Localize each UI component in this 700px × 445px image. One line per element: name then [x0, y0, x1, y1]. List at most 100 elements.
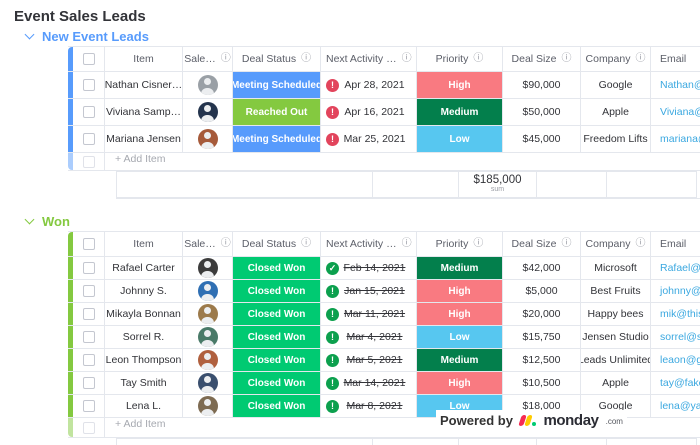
email-link[interactable]: leaon@g [660, 354, 700, 366]
status-chip[interactable]: Closed Won [233, 280, 320, 302]
deal-size-cell[interactable]: $50,000 [503, 99, 581, 125]
column-header-priority[interactable]: Priority ⓘ [417, 47, 503, 71]
email-link[interactable]: lena@ya [660, 400, 700, 412]
status-chip[interactable]: Closed Won [233, 349, 320, 371]
column-header-next[interactable]: Next Activity … ⓘ [321, 47, 417, 71]
priority-chip[interactable]: High [417, 280, 502, 302]
item-name-cell[interactable]: Mikayla Bonnan [105, 303, 183, 325]
company-cell[interactable]: Best Fruits [581, 280, 651, 302]
info-icon[interactable]: ⓘ [220, 53, 231, 64]
info-icon[interactable]: ⓘ [220, 238, 231, 249]
item-name-cell[interactable]: Sorrel R. [105, 326, 183, 348]
column-header-status[interactable]: Deal Status ⓘ [233, 47, 321, 71]
status-chip[interactable]: Closed Won [233, 257, 320, 279]
alert-icon[interactable]: ! [326, 376, 339, 390]
alert-icon[interactable]: ! [326, 330, 339, 344]
deal-size-cell[interactable]: $10,500 [503, 372, 581, 394]
person-avatar[interactable] [197, 102, 218, 122]
chevron-down-icon[interactable] [24, 214, 35, 224]
item-name-cell[interactable]: Rafael Carter [105, 257, 183, 279]
status-chip[interactable]: Reached Out [233, 99, 320, 125]
alert-icon[interactable]: ! [326, 78, 339, 92]
column-header-sales[interactable]: Sale… ⓘ [183, 47, 233, 71]
due-date[interactable]: Apr 16, 2021 [344, 106, 405, 118]
alert-icon[interactable]: ! [326, 132, 339, 146]
info-icon[interactable]: ⓘ [401, 238, 412, 249]
deal-size-cell[interactable]: $20,000 [503, 303, 581, 325]
company-cell[interactable]: Apple [581, 372, 651, 394]
row-checkbox[interactable] [82, 133, 95, 145]
status-chip[interactable]: Closed Won [233, 372, 320, 394]
column-header-item[interactable]: Item [105, 47, 183, 71]
company-cell[interactable]: Happy bees [581, 303, 651, 325]
person-avatar[interactable] [197, 129, 218, 149]
row-checkbox[interactable] [82, 331, 95, 343]
alert-icon[interactable]: ! [326, 105, 339, 119]
column-header-email[interactable]: Email [651, 232, 700, 256]
column-header-priority[interactable]: Priority ⓘ [417, 232, 503, 256]
item-name-cell[interactable]: Viviana Samp… [105, 99, 183, 125]
info-icon[interactable]: ⓘ [401, 53, 412, 64]
due-date[interactable]: Mar 4, 2021 [346, 331, 403, 343]
chevron-down-icon[interactable] [24, 29, 35, 39]
deal-size-cell[interactable]: $15,750 [503, 326, 581, 348]
row-checkbox[interactable] [82, 308, 95, 320]
group-name[interactable]: Won [42, 213, 70, 229]
row-checkbox[interactable] [82, 285, 95, 297]
status-chip[interactable]: Closed Won [233, 326, 320, 348]
due-date[interactable]: Mar 5, 2021 [346, 354, 403, 366]
info-icon[interactable]: ⓘ [635, 238, 646, 249]
row-checkbox[interactable] [82, 262, 95, 274]
column-header-email[interactable]: Email [651, 47, 700, 71]
due-date[interactable]: Feb 14, 2021 [343, 262, 406, 274]
status-chip[interactable]: Closed Won [233, 303, 320, 325]
status-chip[interactable]: Closed Won [233, 395, 320, 417]
info-icon[interactable]: ⓘ [301, 53, 312, 64]
deal-size-cell[interactable]: $18,000 [503, 395, 581, 417]
priority-chip[interactable]: Medium [417, 349, 502, 371]
info-icon[interactable]: ⓘ [635, 53, 646, 64]
info-icon[interactable]: ⓘ [473, 53, 484, 64]
priority-chip[interactable]: High [417, 72, 502, 98]
column-header-company[interactable]: Company ⓘ [581, 47, 651, 71]
company-cell[interactable]: Google [581, 395, 651, 417]
item-name-cell[interactable]: Lena L. [105, 395, 183, 417]
deal-size-cell[interactable]: $5,000 [503, 280, 581, 302]
info-icon[interactable]: ⓘ [473, 238, 484, 249]
email-link[interactable]: sorrel@s [660, 331, 700, 343]
due-date[interactable]: Jan 15, 2021 [344, 285, 405, 297]
row-checkbox[interactable] [82, 106, 95, 118]
row-checkbox[interactable] [82, 354, 95, 366]
person-avatar[interactable] [197, 281, 218, 301]
select-all-checkbox[interactable] [82, 53, 95, 65]
person-avatar[interactable] [197, 373, 218, 393]
item-name-cell[interactable]: Nathan Cisner… [105, 72, 183, 98]
priority-chip[interactable]: High [417, 372, 502, 394]
priority-chip[interactable]: Medium [417, 99, 502, 125]
due-date[interactable]: Mar 14, 2021 [343, 377, 406, 389]
email-link[interactable]: Viviana@ [660, 106, 700, 118]
email-link[interactable]: tay@fake [660, 377, 700, 389]
item-name-cell[interactable]: Tay Smith [105, 372, 183, 394]
person-avatar[interactable] [197, 258, 218, 278]
email-link[interactable]: johnny@y [660, 285, 700, 297]
item-name-cell[interactable]: Johnny S. [105, 280, 183, 302]
check-icon[interactable]: ✓ [326, 261, 339, 275]
due-date[interactable]: Mar 11, 2021 [343, 308, 406, 320]
status-chip[interactable]: Meeting Scheduled [233, 72, 320, 98]
add-item-label[interactable]: + Add Item [115, 418, 166, 430]
column-header-deal[interactable]: Deal Size ⓘ [503, 232, 581, 256]
row-checkbox[interactable] [82, 400, 95, 412]
person-avatar[interactable] [197, 396, 218, 416]
priority-chip[interactable]: Low [417, 326, 502, 348]
person-avatar[interactable] [197, 350, 218, 370]
alert-icon[interactable]: ! [326, 307, 339, 321]
priority-chip[interactable]: High [417, 303, 502, 325]
item-name-cell[interactable]: Mariana Jensen [105, 126, 183, 152]
select-all-checkbox[interactable] [82, 238, 95, 250]
info-icon[interactable]: ⓘ [301, 238, 312, 249]
alert-icon[interactable]: ! [326, 353, 339, 367]
add-item-row[interactable]: + Add Item [68, 153, 700, 171]
row-checkbox[interactable] [82, 377, 95, 389]
alert-icon[interactable]: ! [326, 399, 339, 413]
